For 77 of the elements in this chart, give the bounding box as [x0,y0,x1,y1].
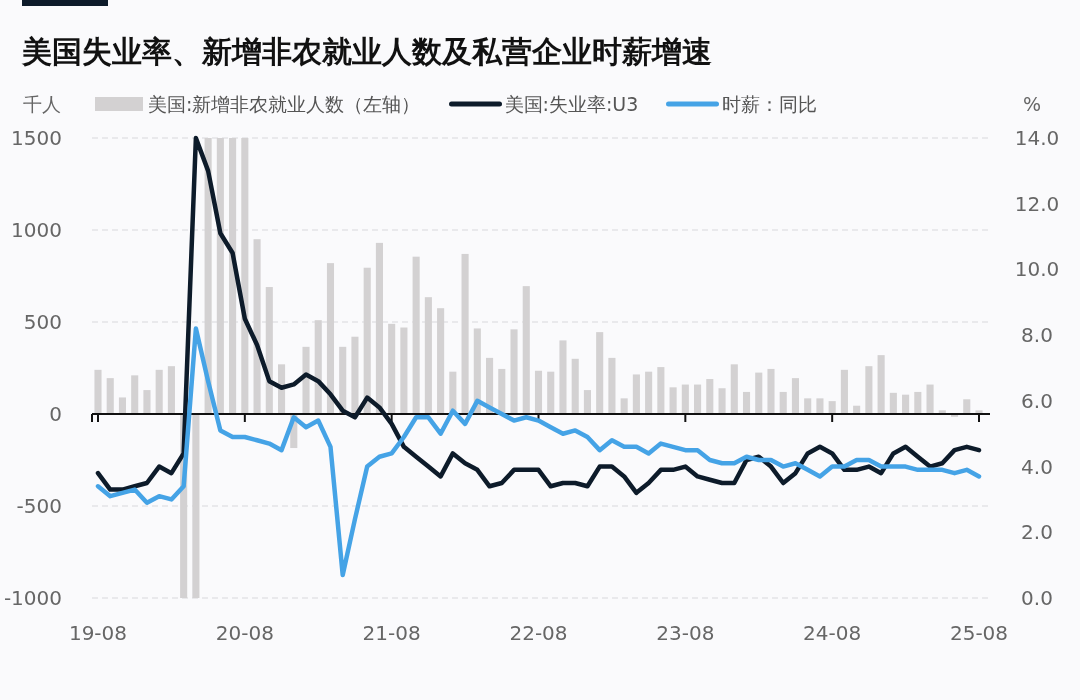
bar [963,399,971,414]
bar [302,346,310,414]
bar [632,374,640,414]
bar [510,329,518,414]
bar [791,378,800,414]
legend-label: 美国:新增非农就业人数（左轴） [148,93,421,115]
bar [914,391,922,414]
bar [718,388,726,414]
chart-title: 美国失业率、新增非农就业人数及私营企业时薪增速 [21,34,712,69]
x-tick-label: 21-08 [362,621,421,645]
bar [730,364,738,414]
bar [706,379,714,414]
bar [608,357,616,414]
y2-tick-label: 8.0 [1021,323,1053,348]
y2-tick-label: 12.0 [1014,191,1060,216]
bar [131,375,139,414]
line-series [95,326,982,578]
bar [669,387,677,414]
y2-tick-label: 4.0 [1021,454,1053,479]
bar [865,366,873,414]
bar [583,390,591,414]
bar [596,332,604,414]
bar [840,369,848,414]
bar [779,391,787,414]
bar [755,372,763,414]
bar [657,367,665,414]
bar [473,328,481,414]
legend-label: 美国:失业率:U3 [504,93,639,115]
y2-tick-label: 2.0 [1021,520,1053,545]
bar [400,327,408,414]
bar [828,401,836,414]
y-axis-title: 千人 [23,93,61,115]
bar [804,398,812,414]
y-tick-label: -1000 [3,586,62,610]
bar [155,369,163,414]
x-tick-label: 22-08 [509,621,568,645]
y2-tick-label: 10.0 [1014,257,1060,282]
bar [902,394,910,414]
bar [816,398,824,414]
bar [143,390,151,414]
x-tick-label: 20-08 [215,621,274,645]
bar [547,371,555,414]
bar [106,378,114,414]
bar [118,397,127,414]
y-tick-label: 500 [23,310,62,334]
bar [645,371,653,414]
bar [877,355,885,414]
bar [351,336,359,414]
x-tick-label: 25-08 [949,621,1009,645]
bar [559,340,567,414]
bar [767,368,775,414]
y-tick-label: 1000 [11,218,62,242]
bar [461,253,469,414]
line-series [95,135,982,496]
y-tick-label: -500 [16,494,62,518]
bar [975,410,983,414]
bar [571,358,579,414]
bar [167,366,175,414]
bar [742,391,751,414]
y2-tick-label: 0.0 [1021,586,1053,610]
y-tick-label: 1500 [11,126,62,150]
y2-tick-label: 14.0 [1014,126,1060,150]
x-tick-label: 24-08 [803,621,862,645]
bar [534,370,543,414]
y2-axis-title: % [1022,93,1042,115]
bar [926,384,934,414]
x-tick-label: 19-08 [68,621,128,645]
bar [889,392,897,414]
x-tick-label: 23-08 [656,621,715,645]
bar [681,384,689,414]
y2-tick-label: 6.0 [1021,388,1053,413]
legend-label: 时薪：同比 [721,93,817,115]
bar [694,384,702,414]
bar [620,398,628,414]
bar [94,369,102,414]
bar [498,368,506,414]
y-tick-label: 0 [49,402,62,426]
